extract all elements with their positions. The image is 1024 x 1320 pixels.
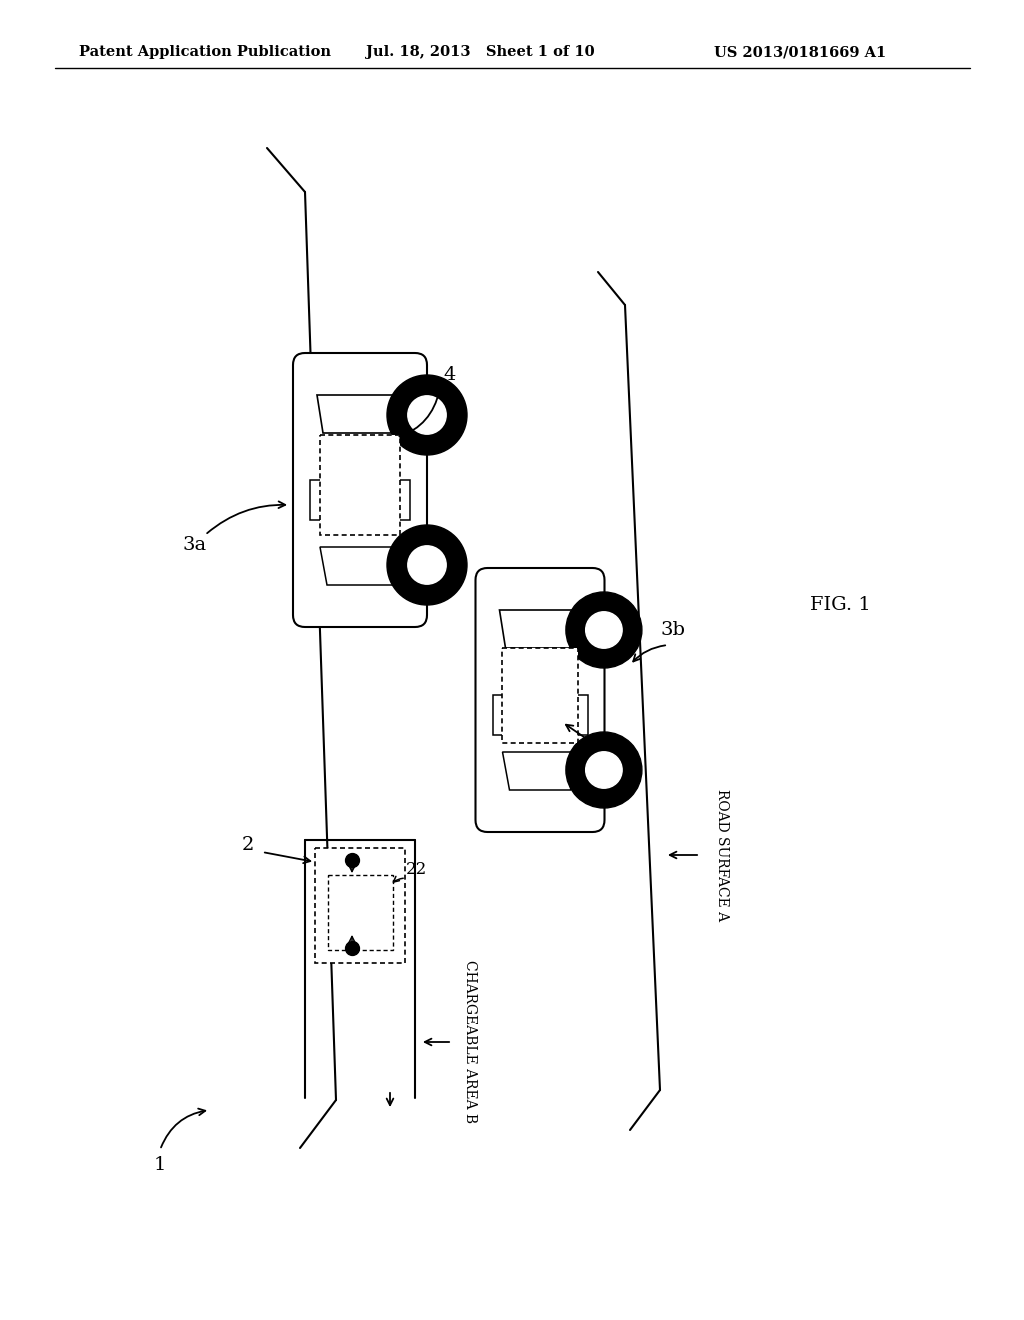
Bar	[502, 648, 578, 743]
Text: 3b: 3b	[660, 620, 685, 639]
Text: 2: 2	[242, 836, 254, 854]
Polygon shape	[319, 546, 400, 585]
Circle shape	[586, 752, 623, 788]
Bar	[328, 875, 393, 950]
Circle shape	[408, 396, 446, 434]
Circle shape	[387, 525, 467, 605]
FancyArrowPatch shape	[161, 1109, 205, 1147]
Circle shape	[566, 591, 642, 668]
Text: 3a: 3a	[183, 536, 207, 554]
Text: US 2013/0181669 A1: US 2013/0181669 A1	[714, 45, 886, 59]
Polygon shape	[503, 752, 578, 789]
Circle shape	[387, 375, 467, 455]
Text: 22: 22	[406, 862, 427, 879]
Text: FIG. 1: FIG. 1	[810, 597, 870, 614]
Circle shape	[408, 545, 446, 585]
Polygon shape	[493, 696, 588, 735]
FancyBboxPatch shape	[293, 352, 427, 627]
Text: ROAD SURFACE A: ROAD SURFACE A	[715, 789, 729, 921]
Text: Jul. 18, 2013   Sheet 1 of 10: Jul. 18, 2013 Sheet 1 of 10	[366, 45, 594, 59]
FancyArrowPatch shape	[393, 876, 403, 882]
Polygon shape	[500, 610, 581, 648]
Polygon shape	[317, 395, 403, 433]
Circle shape	[586, 611, 623, 648]
FancyArrowPatch shape	[207, 502, 286, 533]
FancyBboxPatch shape	[475, 568, 604, 832]
Text: CHARGEABLE AREA B: CHARGEABLE AREA B	[463, 961, 477, 1123]
Text: 1: 1	[154, 1156, 166, 1173]
Text: 4: 4	[443, 366, 456, 384]
FancyArrowPatch shape	[399, 391, 439, 437]
Circle shape	[566, 733, 642, 808]
FancyArrowPatch shape	[633, 645, 666, 661]
Polygon shape	[310, 480, 410, 520]
Bar	[319, 436, 400, 535]
Bar	[315, 847, 406, 964]
Text: Patent Application Publication: Patent Application Publication	[79, 45, 331, 59]
